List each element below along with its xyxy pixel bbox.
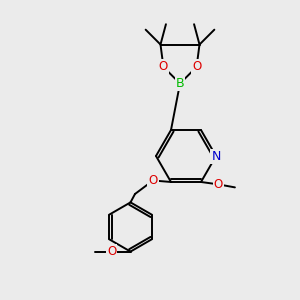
Text: O: O (159, 60, 168, 74)
Text: N: N (211, 149, 221, 163)
Text: O: O (148, 174, 158, 187)
Text: O: O (107, 245, 116, 258)
Text: B: B (176, 77, 184, 90)
Text: O: O (214, 178, 223, 191)
Text: O: O (192, 60, 201, 74)
